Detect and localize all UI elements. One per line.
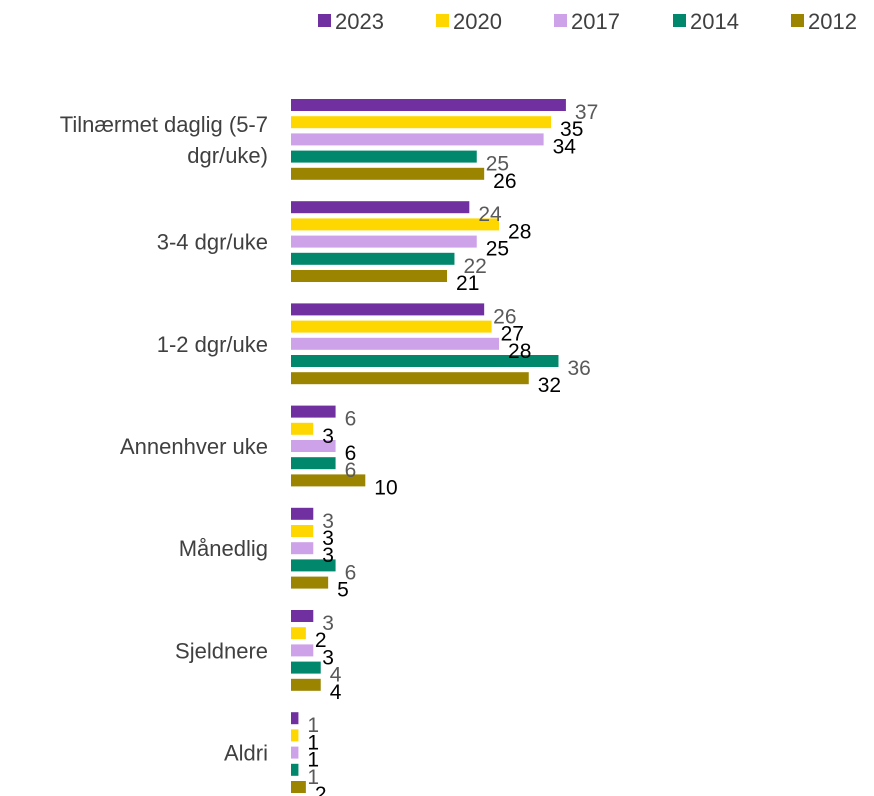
data-label-2012: 4 (330, 681, 342, 704)
bar-2023 (291, 712, 298, 724)
bar-2023 (291, 406, 336, 418)
bar-2017 (291, 747, 298, 759)
category-label: Månedlig (179, 536, 268, 561)
category-label: Aldri (224, 741, 268, 766)
bar-2023 (291, 99, 566, 111)
data-label-2012: 21 (456, 272, 479, 295)
bar-2017 (291, 133, 544, 145)
bar-2017 (291, 236, 477, 248)
legend-label-2023: 2023 (335, 9, 384, 34)
bar-2012 (291, 372, 529, 384)
bar-2017 (291, 338, 499, 350)
data-label-2012: 2 (315, 783, 327, 796)
bar-2012 (291, 270, 447, 282)
legend-swatch-2023 (318, 14, 331, 27)
legend-swatch-2012 (791, 14, 804, 27)
legend-swatch-2020 (436, 14, 449, 27)
legend-label-2017: 2017 (571, 9, 620, 34)
bar-2020 (291, 627, 306, 639)
category-label: Sjeldnere (175, 638, 268, 663)
legend-swatch-2017 (554, 14, 567, 27)
bar-2023 (291, 508, 313, 520)
bar-2023 (291, 201, 469, 213)
bar-2012 (291, 577, 328, 589)
category-label: 1-2 dgr/uke (157, 332, 268, 357)
category-axis: Tilnærmet daglig (5-7 dgr/uke) 3-4 dgr/uke… (60, 112, 268, 766)
bar-2014 (291, 253, 454, 265)
category-label: Annenhver uke (120, 434, 268, 459)
bar-2023 (291, 610, 313, 622)
legend-label-2012: 2012 (808, 9, 857, 34)
bar-2020 (291, 116, 551, 128)
bar-2020 (291, 729, 298, 741)
data-label-2012: 32 (538, 374, 561, 397)
legend-label-2020: 2020 (453, 9, 502, 34)
data-label-2012: 26 (493, 170, 516, 193)
bar-2020 (291, 321, 492, 333)
bar-2014 (291, 457, 336, 469)
data-label-2014: 6 (345, 459, 357, 482)
data-label-2017: 3 (322, 544, 334, 567)
bar-2014 (291, 662, 321, 674)
data-label-2014: 36 (567, 357, 590, 380)
bar-2014 (291, 764, 298, 776)
bar-2020 (291, 423, 313, 435)
category-label: 3-4 dgr/uke (157, 230, 268, 255)
bar-2020 (291, 218, 499, 230)
bar-2012 (291, 781, 306, 793)
bar-2012 (291, 168, 484, 180)
bar-2012 (291, 679, 321, 691)
data-label-2012: 5 (337, 579, 349, 602)
legend-swatch-2014 (673, 14, 686, 27)
bar-2017 (291, 644, 313, 656)
legend-label-2014: 2014 (690, 9, 739, 34)
data-label-2020: 3 (322, 425, 334, 448)
data-label-2023: 24 (478, 203, 502, 226)
data-label-2023: 6 (345, 408, 357, 431)
bar-2014 (291, 151, 477, 163)
bar-2017 (291, 542, 313, 554)
data-label-2017: 34 (553, 135, 577, 158)
legend: 2023 2020 2017 2014 2012 (318, 9, 857, 34)
data-label-2017: 28 (508, 340, 531, 363)
data-label-2020: 28 (508, 220, 531, 243)
category-label: Tilnærmet daglig (5-7 dgr/uke) (60, 112, 268, 168)
bar-2020 (291, 525, 313, 537)
data-label-2012: 10 (374, 476, 397, 499)
bar-2023 (291, 303, 484, 315)
data-label-2017: 25 (486, 238, 509, 261)
